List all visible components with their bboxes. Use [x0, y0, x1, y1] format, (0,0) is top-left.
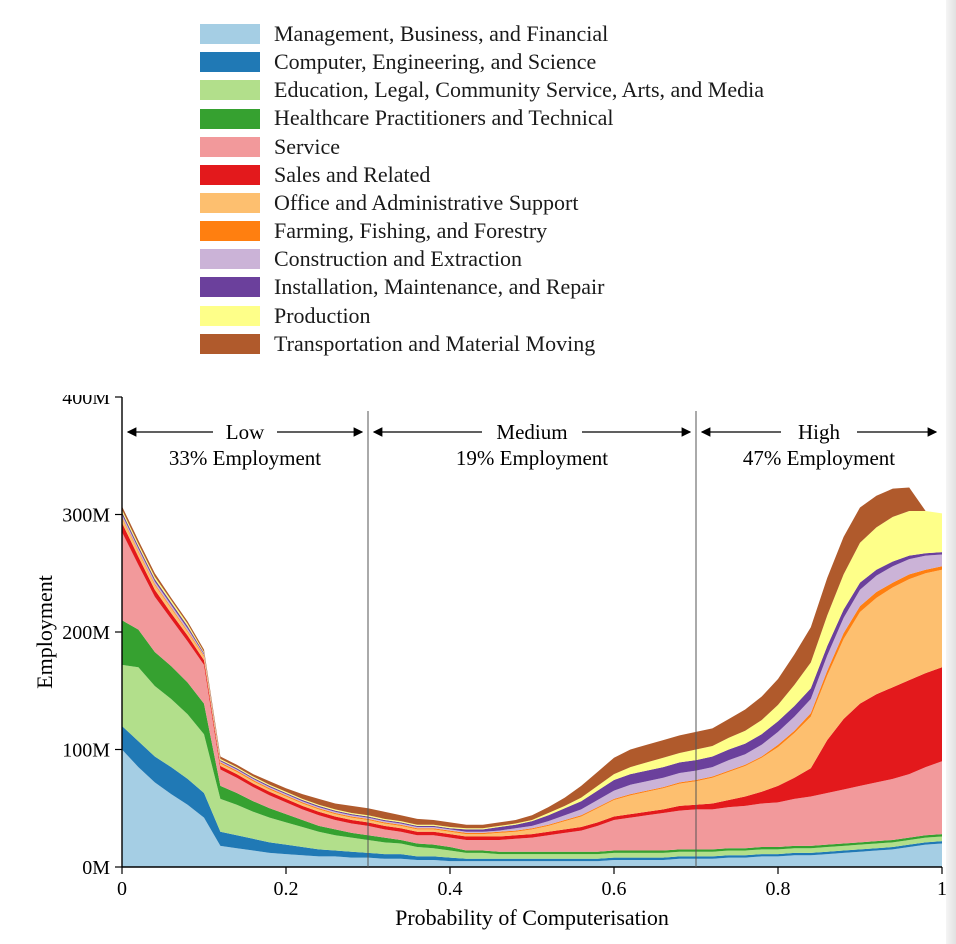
chart-legend: Management, Business, and FinancialCompu…	[200, 20, 764, 358]
y-tick-label: 0M	[82, 857, 110, 879]
legend-swatch	[200, 137, 260, 157]
legend-swatch	[200, 165, 260, 185]
legend-item: Construction and Extraction	[200, 245, 764, 273]
legend-label: Office and Administrative Support	[274, 189, 579, 217]
legend-swatch	[200, 221, 260, 241]
legend-item: Computer, Engineering, and Science	[200, 48, 764, 76]
legend-swatch	[200, 277, 260, 297]
x-tick-label: 0.4	[438, 878, 463, 900]
chart-container: Management, Business, and FinancialCompu…	[0, 0, 956, 944]
region-label-sub: 19% Employment	[456, 446, 608, 470]
region-label-top: High	[798, 420, 841, 444]
legend-label: Service	[274, 133, 340, 161]
legend-item: Transportation and Material Moving	[200, 330, 764, 358]
legend-swatch	[200, 52, 260, 72]
x-axis-label: Probability of Computerisation	[395, 905, 669, 930]
legend-item: Management, Business, and Financial	[200, 20, 764, 48]
legend-swatch	[200, 109, 260, 129]
legend-swatch	[200, 334, 260, 354]
legend-swatch	[200, 306, 260, 326]
y-axis-label: Employment	[32, 575, 57, 689]
legend-swatch	[200, 193, 260, 213]
legend-swatch	[200, 249, 260, 269]
chart-area: 0 0.2 0.4 0.6 0.8 1 0M 100M 200M 300M 400M Probabil…	[30, 395, 950, 940]
legend-item: Healthcare Practitioners and Technical	[200, 104, 764, 132]
legend-label: Management, Business, and Financial	[274, 20, 608, 48]
y-tick-label: 300M	[62, 505, 110, 527]
x-tick-label: 1	[937, 878, 947, 900]
x-tick-label: 0.2	[274, 878, 299, 900]
legend-label: Farming, Fishing, and Forestry	[274, 217, 547, 245]
legend-label: Sales and Related	[274, 161, 430, 189]
legend-item: Office and Administrative Support	[200, 189, 764, 217]
legend-label: Education, Legal, Community Service, Art…	[274, 76, 764, 104]
legend-swatch	[200, 24, 260, 44]
legend-label: Healthcare Practitioners and Technical	[274, 104, 614, 132]
legend-item: Farming, Fishing, and Forestry	[200, 217, 764, 245]
legend-item: Installation, Maintenance, and Repair	[200, 273, 764, 301]
legend-item: Service	[200, 133, 764, 161]
legend-item: Education, Legal, Community Service, Art…	[200, 76, 764, 104]
stacked-area-chart: 0 0.2 0.4 0.6 0.8 1 0M 100M 200M 300M 400M Probabil…	[30, 395, 950, 935]
y-tick-label: 100M	[62, 740, 110, 762]
legend-label: Production	[274, 302, 371, 330]
legend-label: Construction and Extraction	[274, 245, 522, 273]
y-tick-label: 200M	[62, 622, 110, 644]
legend-item: Production	[200, 302, 764, 330]
x-tick-label: 0	[117, 878, 127, 900]
region-label-sub: 33% Employment	[169, 446, 321, 470]
legend-item: Sales and Related	[200, 161, 764, 189]
legend-label: Computer, Engineering, and Science	[274, 48, 596, 76]
x-tick-label: 0.8	[766, 878, 791, 900]
x-tick-label: 0.6	[602, 878, 627, 900]
legend-label: Installation, Maintenance, and Repair	[274, 273, 605, 301]
region-label-sub: 47% Employment	[743, 446, 895, 470]
legend-swatch	[200, 80, 260, 100]
legend-label: Transportation and Material Moving	[274, 330, 595, 358]
region-label-top: Low	[226, 420, 265, 444]
region-label-top: Medium	[496, 420, 567, 444]
y-tick-label: 400M	[62, 395, 110, 409]
